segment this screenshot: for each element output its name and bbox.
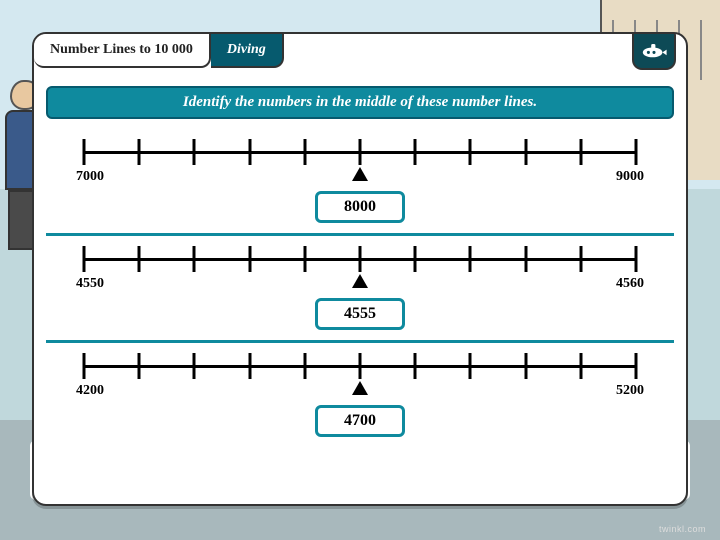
submarine-icon: [632, 34, 676, 70]
start-label: 4200: [76, 383, 104, 399]
numberline-block: 7000 9000 8000: [46, 129, 674, 236]
numberline-block: 4550 4560 4555: [46, 236, 674, 343]
numberline-tick: [303, 139, 306, 165]
end-label: 4560: [616, 276, 644, 292]
numberline-tick: [303, 353, 306, 379]
numberline-tick: [414, 139, 417, 165]
middle-arrow-icon: [352, 274, 368, 288]
numberline: [84, 351, 636, 381]
numberline: [84, 137, 636, 167]
title-tab: Number Lines to 10 000: [34, 34, 211, 68]
title-text: Number Lines to 10 000: [50, 42, 193, 57]
numberline-tick: [83, 139, 86, 165]
numberline-tick: [138, 353, 141, 379]
numberline-tick: [193, 139, 196, 165]
numberline-tick: [635, 139, 638, 165]
numberline-tick: [469, 353, 472, 379]
end-label: 5200: [616, 383, 644, 399]
numberline-tick: [524, 139, 527, 165]
numberline-tick: [248, 353, 251, 379]
main-card: Number Lines to 10 000 Diving Identify t…: [32, 32, 688, 506]
answer-box: 4555: [315, 298, 405, 330]
watermark: twinkl.com: [659, 524, 706, 534]
numberline-tick: [524, 246, 527, 272]
numberline-tick: [359, 246, 362, 272]
numberline-tick: [469, 139, 472, 165]
numberline-tick: [359, 353, 362, 379]
end-label: 9000: [616, 169, 644, 185]
instruction-banner: Identify the numbers in the middle of th…: [46, 86, 674, 119]
numberline-tick: [635, 246, 638, 272]
numberlines-container: 7000 9000 8000 4550 4560 4555 4200 5200 4700: [34, 129, 686, 447]
numberline-tick: [414, 246, 417, 272]
numberline-tick: [248, 139, 251, 165]
numberline-tick: [579, 353, 582, 379]
numberline-block: 4200 5200 4700: [46, 343, 674, 447]
numberline-tick: [248, 246, 251, 272]
numberline-tick: [635, 353, 638, 379]
numberline-tick: [83, 246, 86, 272]
level-text: Diving: [227, 42, 266, 57]
numberline-tick: [579, 246, 582, 272]
numberline: [84, 244, 636, 274]
instruction-text: Identify the numbers in the middle of th…: [183, 94, 537, 110]
numberline-tick: [138, 139, 141, 165]
numberline-tick: [138, 246, 141, 272]
middle-arrow-icon: [352, 381, 368, 395]
numberline-tick: [524, 353, 527, 379]
numberline-tick: [193, 353, 196, 379]
start-label: 4550: [76, 276, 104, 292]
numberline-tick: [414, 353, 417, 379]
middle-arrow-icon: [352, 167, 368, 181]
numberline-tick: [83, 353, 86, 379]
numberline-tick: [303, 246, 306, 272]
header-tabs: Number Lines to 10 000 Diving: [34, 34, 686, 72]
level-tab: Diving: [211, 34, 284, 68]
numberline-tick: [193, 246, 196, 272]
numberline-tick: [359, 139, 362, 165]
numberline-tick: [469, 246, 472, 272]
answer-box: 8000: [315, 191, 405, 223]
numberline-tick: [579, 139, 582, 165]
answer-box: 4700: [315, 405, 405, 437]
start-label: 7000: [76, 169, 104, 185]
